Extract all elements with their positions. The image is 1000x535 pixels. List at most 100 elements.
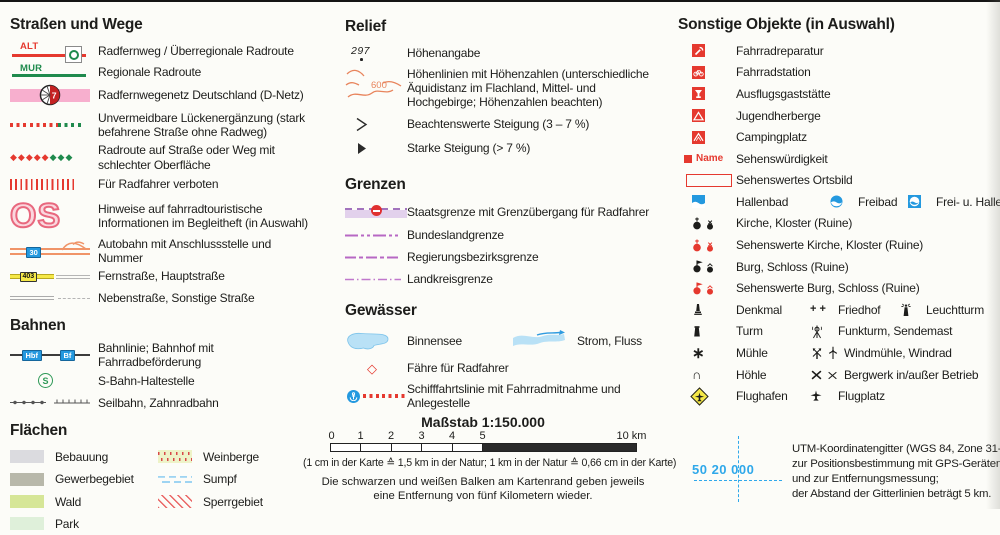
- legend-label: Unvermeidbare Lückenergänzung (stark bef…: [98, 110, 305, 139]
- frei-und-hallenbad-icon: [908, 195, 936, 209]
- legend-label: Radroute auf Straße oder Weg mit schlech…: [98, 143, 275, 172]
- scale-bar: 0 1 2 3 4 5 10 km: [328, 430, 647, 452]
- section-title: Relief: [345, 18, 387, 35]
- section-title: Gewässer: [345, 302, 417, 319]
- dnetz-wheel-icon: 7: [39, 84, 61, 106]
- section-relief: Relief 297 Höhenangabe 600 Höhenlinien m…: [345, 18, 663, 160]
- nebenstrasse-line-icon: [10, 294, 98, 302]
- legend-item-fahrradreparatur: Fahrradreparatur: [678, 40, 1000, 62]
- legend-label: Hinweise auf fahrradtouristische Informa…: [98, 201, 308, 230]
- bahnlinie-icon: Hbf Bf: [10, 349, 98, 362]
- windmuehle-icon: [812, 348, 822, 360]
- flughafen-icon: [690, 387, 709, 406]
- sehenswerte-burg-icon: [693, 282, 713, 295]
- section-title: Straßen und Wege: [10, 16, 143, 33]
- legend-item-sehenswuerdigkeit: Name Sehenswürdigkeit: [678, 148, 1000, 170]
- legend-item-muehle-windmuehle: ∗ Mühle Windmühle, Windrad: [692, 344, 952, 362]
- regionalroute-line-icon: MUR: [10, 63, 98, 81]
- legend-item-turm-funkturm: Turm Funkturm, Sendemast: [678, 321, 1000, 343]
- legend-item-kirche: Kirche, Kloster (Ruine): [678, 213, 1000, 235]
- legend-label: Für Radfahrer verboten: [98, 176, 219, 191]
- funkturm-icon: [810, 325, 838, 339]
- burg-schloss-icon: [693, 260, 713, 273]
- legend-label: Regionale Radroute: [98, 64, 202, 79]
- bebauung-swatch: [10, 450, 44, 464]
- legend-label: Radfernweg / Überregionale Radroute: [98, 43, 294, 58]
- legend-label: Seilbahn, Zahnradbahn: [98, 395, 219, 410]
- verboten-hatch-icon: [10, 178, 98, 190]
- legend-label: Autobahn mit Anschlussstelle und Nummer: [98, 237, 272, 266]
- os-lettering-icon: OS: [9, 196, 62, 235]
- sehenswuerdigkeit-icon: Name: [684, 153, 723, 164]
- radfernweg-line-icon: ALT: [10, 41, 98, 63]
- legend-label: Staatsgrenze mit Grenzübergang für Radfa…: [407, 204, 649, 219]
- legend-item-wald: Wald: [10, 490, 158, 512]
- section-strassen-und-wege: Straßen und Wege ALT Radfernweg / Überre…: [9, 16, 310, 535]
- legend-item-landkreisgrenze: Landkreisgrenze: [345, 268, 663, 290]
- legend-item-campingplatz: Campingplatz: [678, 126, 1000, 148]
- scale-tick-labels: 0 1 2 3 4 5 10 km: [328, 430, 647, 442]
- section-title: Sonstige Objekte (in Auswahl): [678, 16, 895, 33]
- section-title-bahnen: Bahnen: [10, 317, 66, 335]
- legend-label: Regierungsbezirksgrenze: [407, 249, 539, 264]
- legend-item-ausflugsgaststaette: Ausflugsgaststätte: [678, 83, 1000, 105]
- kirche-kloster-icon: [693, 217, 713, 230]
- legend-item-fernstrasse: 403 Fernstraße, Hauptstraße: [10, 265, 310, 287]
- seilbahn-icon: [10, 400, 46, 405]
- dotted-gap-line-icon: [10, 123, 98, 127]
- legend-item-ortsbild: Sehenswertes Ortsbild: [678, 170, 1000, 192]
- legend-label: Starke Steigung (> 7 %): [407, 140, 531, 155]
- scale-title: Maßstab 1:150.000: [421, 414, 545, 430]
- legend-label: Höhenlinien mit Höhenzahlen (unterschied…: [407, 66, 649, 110]
- section-sonstige-objekte: Sonstige Objekte (in Auswahl) Fahrradrep…: [678, 16, 1000, 407]
- legend-item-schlechte-oberflaeche: ◆◆◆◆◆ ◆◆◆ Radroute auf Straße oder Weg m…: [10, 142, 310, 173]
- legend-label: Fähre für Radfahrer: [407, 360, 509, 375]
- section-title: Grenzen: [345, 176, 406, 193]
- ortsbild-rect-icon: [686, 173, 732, 187]
- windrad-icon: [828, 346, 838, 360]
- grenzuebergang-icon: [371, 205, 382, 216]
- flaechen-grid: Bebauung Gewerbegebiet Wald Park Weinber…: [10, 446, 310, 535]
- legend-item-verboten: Für Radfahrer verboten: [10, 173, 310, 195]
- legend-item-faehre: ◇ Fähre für Radfahrer: [345, 356, 663, 380]
- legend-label: Landkreisgrenze: [407, 271, 493, 286]
- weinberge-swatch: [158, 450, 192, 464]
- route-logo-icon: [65, 46, 82, 63]
- section-massstab: Maßstab 1:150.000 0 1 2 3 4 5 10 km (1 c…: [303, 414, 677, 503]
- hoehenangabe-icon: 297: [345, 45, 407, 61]
- flugplatz-icon: [810, 390, 838, 402]
- legend-item-regierungsbezirksgrenze: Regierungsbezirksgrenze: [345, 246, 663, 268]
- legend-item-nebenstrasse: Nebenstraße, Sonstige Straße: [10, 287, 310, 309]
- legend-item-jugendherberge: Jugendherberge: [678, 105, 1000, 127]
- friedhof-icon: + +: [810, 303, 826, 316]
- windmuehle-windrad-icon: [810, 346, 844, 360]
- scale-note-balken: Die schwarzen und weißen Balken am Karte…: [321, 476, 645, 503]
- legend-item-bebauung: Bebauung: [10, 446, 158, 468]
- legend-label: S-Bahn-Haltestelle: [98, 373, 195, 388]
- fahrradstation-icon: [692, 65, 705, 79]
- route-code-alt: ALT: [20, 41, 39, 52]
- legend-label: Höhenangabe: [407, 45, 481, 60]
- scale-note-conversion: (1 cm in der Karte ≙ 1,5 km in der Natur…: [303, 457, 677, 469]
- schifffahrtslinie-icon: [345, 389, 407, 403]
- seilbahn-zahnradbahn-icon: [10, 398, 98, 407]
- utm-description: UTM-Koordinatengitter (WGS 84, Zone 31-3…: [792, 443, 1000, 501]
- regierungsbezirksgrenze-icon: [345, 255, 407, 260]
- anschlussstelle-icon: [61, 241, 87, 251]
- section-title-flaechen: Flächen: [10, 421, 68, 439]
- fernstrasse-line-icon: 403: [10, 271, 98, 283]
- legend-item-weinberge: Weinberge: [158, 446, 308, 468]
- legend-item-burg: Burg, Schloss (Ruine): [678, 256, 1000, 278]
- section-utm: 50 20 000 UTM-Koordinatengitter (WGS 84,…: [688, 436, 1000, 508]
- landkreisgrenze-icon: [345, 277, 407, 282]
- utm-grid-vertical-line: [738, 436, 739, 502]
- legend-item-hinweise: OS Hinweise auf fahrradtouristische Info…: [9, 195, 310, 237]
- legend-item-binnensee: Binnensee Strom, Fluss: [345, 326, 663, 356]
- hoehenlinien-icon: 600: [345, 66, 407, 110]
- legend-item-hoehenangabe: 297 Höhenangabe: [345, 42, 663, 64]
- legend-label: Radfernwegenetz Deutschland (D-Netz): [98, 87, 304, 102]
- legend-label: Nebenstraße, Sonstige Straße: [98, 291, 255, 306]
- sehenswerte-kirche-icon: [693, 239, 713, 252]
- denkmal-icon: [694, 304, 702, 316]
- gewerbegebiet-swatch: [10, 472, 44, 486]
